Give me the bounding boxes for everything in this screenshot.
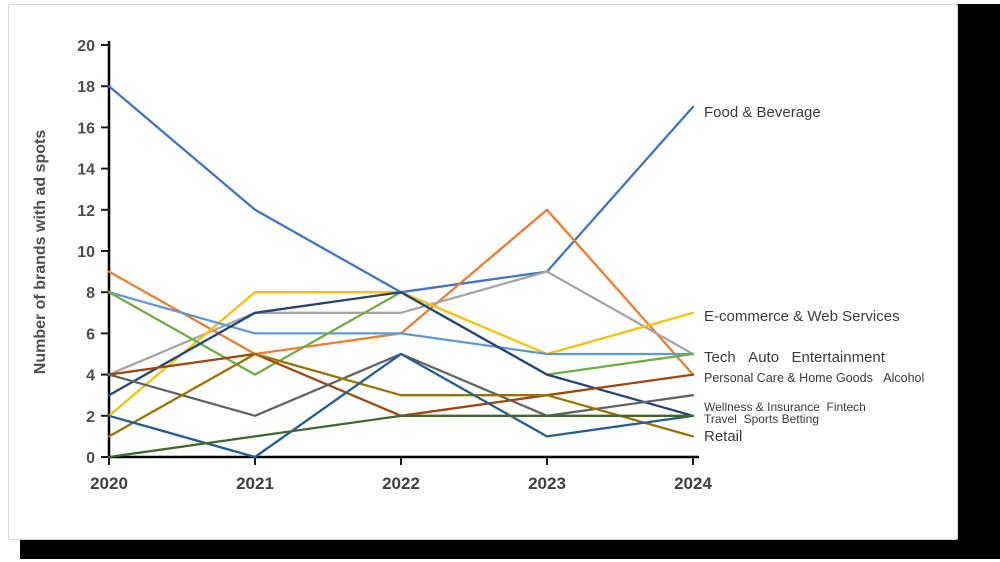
chart-svg: Number of brands with ad spots 0 2 4 6 8 10 12… bbox=[32, 38, 924, 493]
card-shadow-right bbox=[956, 4, 1000, 556]
y-tick-label: 6 bbox=[86, 326, 95, 343]
series-line-auto bbox=[107, 270, 695, 376]
y-tick-label: 18 bbox=[77, 79, 95, 96]
y-tick-label: 2 bbox=[86, 409, 95, 426]
y-tick-label: 14 bbox=[77, 162, 95, 179]
x-tick-label: 2023 bbox=[528, 474, 566, 493]
annotations-group: Food & Beverage E-commerce & Web Services… bbox=[704, 104, 924, 445]
series-line-travel bbox=[107, 352, 695, 459]
x-tick-label: 2020 bbox=[90, 474, 128, 493]
series-line-food-beverage bbox=[107, 85, 695, 294]
annotation-retail: Retail bbox=[704, 428, 742, 445]
x-tick-label: 2022 bbox=[382, 474, 420, 493]
annotation-personal-care-home-goods-alcohol: Personal Care & Home Goods Alcohol bbox=[704, 371, 924, 385]
annotation-food-beverage: Food & Beverage bbox=[704, 104, 821, 121]
y-tick-label: 8 bbox=[86, 285, 95, 302]
annotation-e-commerce-web-services: E-commerce & Web Services bbox=[704, 308, 900, 325]
y-tick-label: 10 bbox=[77, 244, 95, 261]
series-lines-group bbox=[107, 85, 695, 459]
series-line-tech bbox=[107, 291, 695, 356]
x-tick-label: 2021 bbox=[236, 474, 274, 493]
y-tick-label: 0 bbox=[86, 450, 95, 467]
annotation-tech-auto-entertainment: Tech Auto Entertainment bbox=[704, 349, 886, 366]
card-shadow-bottom bbox=[20, 538, 1000, 559]
series-line-sports-betting bbox=[107, 414, 695, 459]
series-line-retail bbox=[107, 352, 695, 438]
y-tick-label: 4 bbox=[86, 368, 95, 385]
chart-card: Number of brands with ad spots 0 2 4 6 8 10 12… bbox=[8, 4, 958, 540]
y-tick-label: 20 bbox=[77, 38, 95, 55]
y-tick-label: 16 bbox=[77, 120, 95, 137]
annotation-wellness-insurance-fintech: Wellness & Insurance Fintech bbox=[704, 400, 866, 414]
annotation-travel-sports-betting: Travel Sports Betting bbox=[704, 412, 819, 426]
y-tick-label: 12 bbox=[77, 203, 95, 220]
y-axis-title: Number of brands with ad spots bbox=[32, 130, 49, 375]
x-tick-label: 2024 bbox=[674, 474, 712, 493]
